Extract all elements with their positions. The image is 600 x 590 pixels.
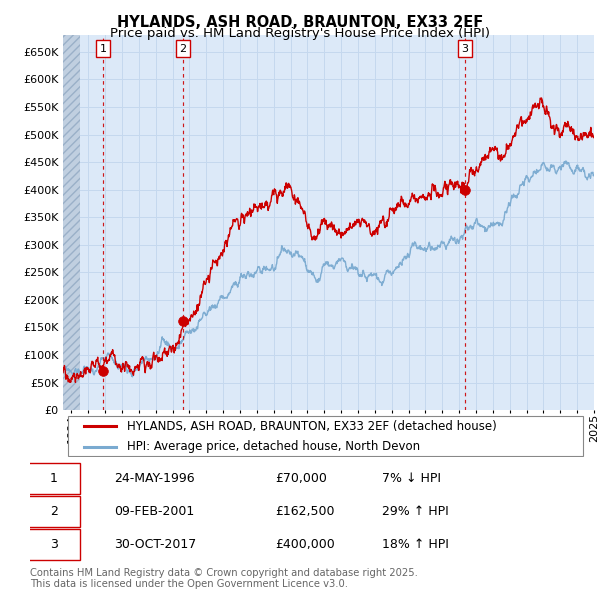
Text: 24-MAY-1996: 24-MAY-1996 xyxy=(114,472,194,486)
Text: 29% ↑ HPI: 29% ↑ HPI xyxy=(382,505,448,519)
Text: 18% ↑ HPI: 18% ↑ HPI xyxy=(382,538,448,552)
Text: 7% ↓ HPI: 7% ↓ HPI xyxy=(382,472,440,486)
Text: £70,000: £70,000 xyxy=(275,472,328,486)
Text: 09-FEB-2001: 09-FEB-2001 xyxy=(114,505,194,519)
Text: 2: 2 xyxy=(50,505,58,519)
FancyBboxPatch shape xyxy=(27,496,80,527)
FancyBboxPatch shape xyxy=(27,529,80,560)
Text: 3: 3 xyxy=(50,538,58,552)
Text: 30-OCT-2017: 30-OCT-2017 xyxy=(114,538,196,552)
FancyBboxPatch shape xyxy=(27,463,80,494)
Text: £162,500: £162,500 xyxy=(275,505,335,519)
Text: HYLANDS, ASH ROAD, BRAUNTON, EX33 2EF: HYLANDS, ASH ROAD, BRAUNTON, EX33 2EF xyxy=(117,15,483,30)
Text: HPI: Average price, detached house, North Devon: HPI: Average price, detached house, Nort… xyxy=(127,440,420,453)
Text: 1: 1 xyxy=(100,44,107,54)
Bar xyxy=(63,35,80,410)
Text: 2: 2 xyxy=(179,44,187,54)
Text: Contains HM Land Registry data © Crown copyright and database right 2025.
This d: Contains HM Land Registry data © Crown c… xyxy=(30,568,418,589)
Text: HYLANDS, ASH ROAD, BRAUNTON, EX33 2EF (detached house): HYLANDS, ASH ROAD, BRAUNTON, EX33 2EF (d… xyxy=(127,419,496,432)
Text: 3: 3 xyxy=(461,44,468,54)
Text: £400,000: £400,000 xyxy=(275,538,335,552)
Text: 1: 1 xyxy=(50,472,58,486)
Text: Price paid vs. HM Land Registry's House Price Index (HPI): Price paid vs. HM Land Registry's House … xyxy=(110,27,490,40)
FancyBboxPatch shape xyxy=(68,417,583,455)
